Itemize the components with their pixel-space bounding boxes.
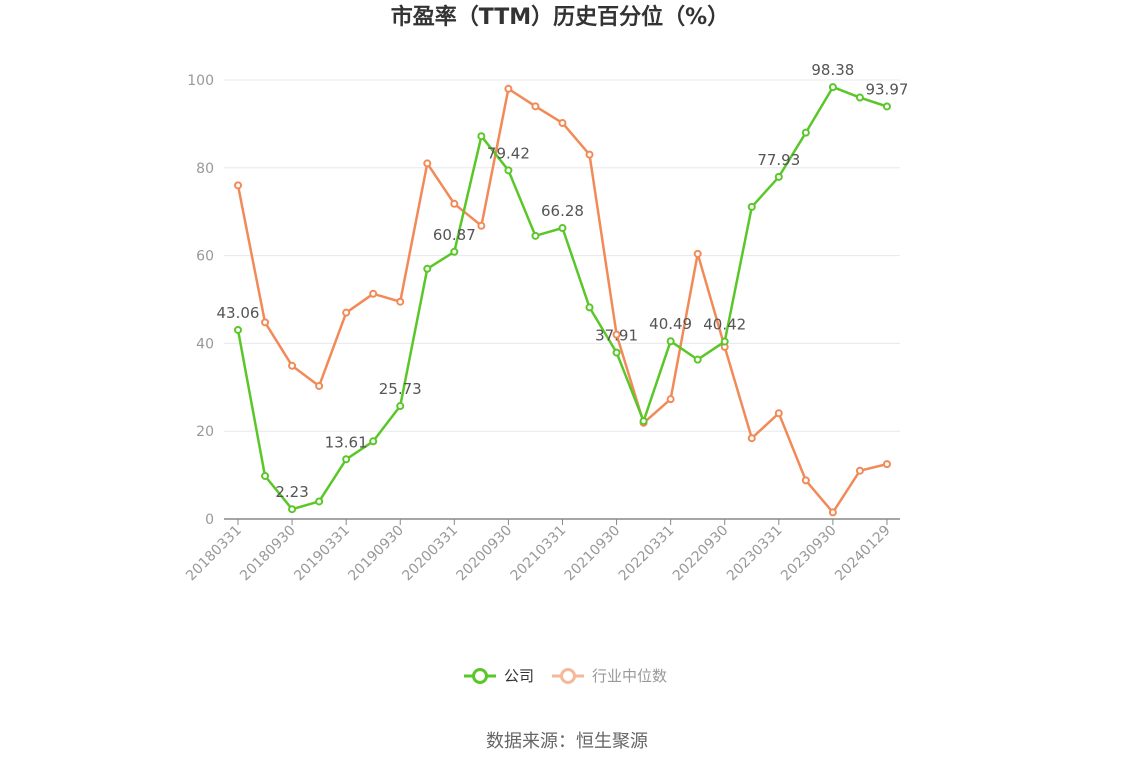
x-tick-label: 20200930	[454, 523, 516, 585]
x-tick-label: 20180331	[183, 523, 245, 585]
data-label: 79.42	[487, 144, 530, 162]
y-tick-label: 60	[196, 249, 214, 265]
y-axis-ticks: 0 20 40 60 80 100	[187, 73, 214, 528]
grid-lines	[224, 79, 900, 432]
data-point[interactable]	[396, 297, 405, 306]
legend-company-label: 公司	[504, 667, 534, 685]
data-point[interactable]	[747, 202, 756, 211]
data-point[interactable]	[288, 505, 297, 514]
legend: 公司 行业中位数	[464, 667, 667, 685]
data-point[interactable]	[342, 308, 351, 317]
x-tick-label: 20220930	[670, 523, 732, 585]
x-tick-label: 20200331	[399, 523, 461, 585]
data-source-note: 数据来源：恒生聚源	[486, 731, 648, 752]
data-point[interactable]	[585, 150, 594, 159]
data-point[interactable]	[747, 434, 756, 443]
y-tick-label: 0	[205, 512, 214, 528]
x-tick-label: 20190930	[345, 523, 407, 585]
data-point[interactable]	[855, 466, 864, 475]
data-point[interactable]	[828, 83, 837, 92]
data-label: 43.06	[217, 304, 260, 322]
data-point[interactable]	[855, 93, 864, 102]
legend-industry-label: 行业中位数	[592, 667, 667, 685]
data-point[interactable]	[477, 132, 486, 141]
data-point[interactable]	[450, 247, 459, 256]
x-tick-label: 20190331	[291, 523, 353, 585]
data-label: 66.28	[541, 202, 584, 220]
data-label: 93.97	[865, 80, 908, 98]
legend-industry-swatch-dot	[560, 668, 576, 684]
y-tick-label: 80	[196, 161, 214, 177]
x-tick-label: 20220331	[616, 523, 678, 585]
data-point[interactable]	[234, 325, 242, 334]
data-point[interactable]	[558, 224, 567, 233]
data-point[interactable]	[396, 402, 405, 411]
y-tick-label: 100	[187, 73, 214, 89]
data-point[interactable]	[720, 337, 729, 346]
data-point[interactable]	[774, 409, 783, 418]
data-point[interactable]	[369, 289, 378, 298]
data-point[interactable]	[531, 231, 540, 240]
data-label: 60.87	[433, 226, 476, 244]
data-point[interactable]	[261, 318, 270, 327]
data-label: 2.23	[275, 483, 308, 501]
x-tick-label: 20180930	[237, 523, 299, 585]
data-label: 40.49	[649, 315, 692, 333]
legend-company-swatch-dot	[472, 668, 488, 684]
legend-item-company[interactable]: 公司	[464, 667, 534, 685]
x-tick-label: 20210331	[508, 523, 570, 585]
data-point[interactable]	[315, 497, 324, 506]
data-point[interactable]	[504, 84, 513, 93]
data-point[interactable]	[342, 455, 351, 464]
data-labels: 43.06 2.23 13.61 25.73 60.87 79.42 66.28 37.91 4…	[217, 61, 909, 501]
data-point[interactable]	[369, 437, 378, 446]
x-tick-label: 20240129	[832, 523, 894, 585]
data-label: 25.73	[379, 380, 422, 398]
data-point[interactable]	[666, 395, 675, 404]
chart-title: 市盈率（TTM）历史百分位（%）	[391, 4, 729, 30]
data-point[interactable]	[504, 166, 513, 175]
data-point[interactable]	[423, 159, 432, 168]
x-axis: 2018033120180930201903312019093020200331…	[183, 518, 900, 585]
data-label: 13.61	[325, 433, 368, 451]
x-tick-label: 20230930	[778, 523, 840, 585]
x-tick-label: 20230331	[724, 523, 786, 585]
data-point[interactable]	[450, 199, 459, 208]
data-point[interactable]	[423, 264, 432, 273]
data-point[interactable]	[828, 508, 837, 517]
data-label: 40.42	[703, 316, 746, 334]
data-label: 37.91	[595, 327, 638, 345]
data-point[interactable]	[774, 172, 783, 181]
y-tick-label: 20	[196, 424, 214, 440]
data-point[interactable]	[477, 221, 486, 230]
data-point[interactable]	[801, 128, 810, 137]
y-tick-label: 40	[196, 336, 214, 352]
data-point[interactable]	[666, 337, 675, 346]
data-point[interactable]	[882, 102, 891, 111]
data-label: 98.38	[811, 61, 854, 79]
series-lines	[234, 83, 891, 517]
data-point[interactable]	[531, 102, 540, 111]
data-point[interactable]	[558, 119, 567, 128]
data-point[interactable]	[612, 348, 621, 357]
data-point[interactable]	[882, 460, 891, 469]
data-point[interactable]	[261, 471, 270, 480]
data-point[interactable]	[693, 249, 702, 258]
data-point[interactable]	[234, 181, 242, 190]
legend-item-industry-median[interactable]: 行业中位数	[552, 667, 667, 685]
data-point[interactable]	[693, 355, 702, 364]
data-point[interactable]	[639, 417, 648, 426]
data-point[interactable]	[585, 303, 594, 312]
data-point[interactable]	[612, 330, 621, 339]
data-label: 77.93	[757, 151, 800, 169]
x-tick-label: 20210930	[562, 523, 624, 585]
data-point[interactable]	[288, 361, 297, 370]
data-point[interactable]	[801, 476, 810, 485]
data-point[interactable]	[315, 381, 324, 390]
